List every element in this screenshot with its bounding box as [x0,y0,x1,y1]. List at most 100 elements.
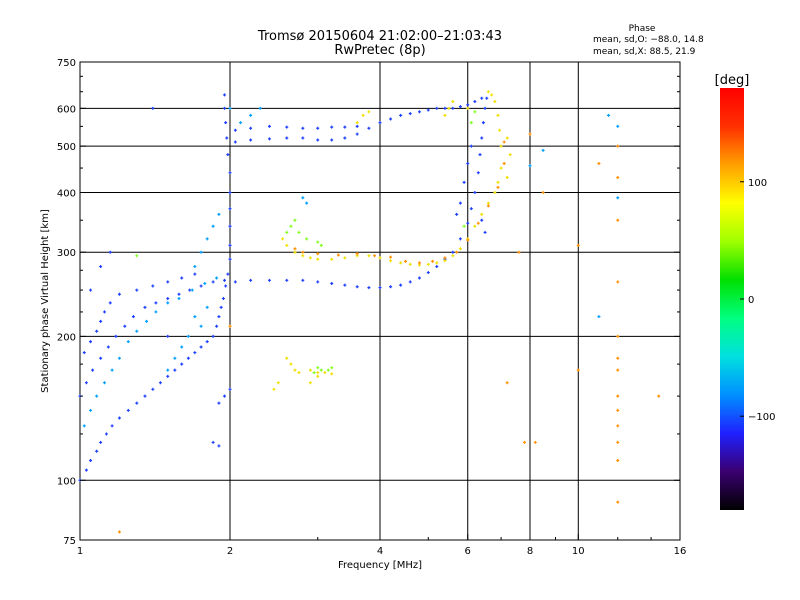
data-point [480,212,484,216]
data-point [289,224,293,228]
data-point [199,345,203,349]
data-point [426,262,430,266]
data-point [293,218,297,222]
data-point [223,394,227,398]
data-point [616,408,620,412]
data-point [123,324,127,328]
data-point [616,368,620,372]
data-point [616,124,620,128]
data-point [316,257,320,261]
y-tick-label: 500 [57,142,76,153]
data-point [316,371,320,375]
data-point [408,262,412,266]
data-point [224,284,228,288]
data-point [330,282,334,286]
data-point [199,250,203,254]
colorbar-tick-label: 0 [748,295,754,306]
data-point [249,138,253,142]
data-point [458,105,462,109]
data-point [499,166,503,170]
data-point [355,252,359,256]
y-tick-label: 75 [63,536,76,547]
data-point [481,121,485,125]
data-point [316,240,320,244]
data-point [505,175,509,179]
data-point [221,297,225,301]
data-point [399,261,403,265]
colorbar-ticks: 100 0 −100 [740,178,775,423]
data-point [466,106,470,110]
data-point [95,394,99,398]
data-point [323,371,327,375]
data-point [355,132,359,136]
chart-title: Tromsø 20150604 21:02:00–21:03:43 [257,29,502,44]
data-point [84,381,88,385]
data-point [239,121,243,125]
data-point [403,259,407,263]
data-point [312,371,316,375]
colorbar-tick-label: −100 [748,412,775,423]
data-point [616,280,620,284]
data-point [285,136,289,140]
data-point [267,137,271,141]
data-point [528,132,532,136]
data-point [597,315,601,319]
data-point [190,288,194,292]
data-point [82,424,86,428]
data-point [426,271,430,275]
data-point [215,324,219,328]
data-point [616,500,620,504]
data-point [466,161,470,165]
data-point [367,254,371,258]
data-point [451,106,455,110]
data-point [343,125,347,129]
data-point [267,124,271,128]
data-point [355,285,359,289]
data-point [316,252,320,256]
data-point [443,256,447,260]
data-point [117,292,121,296]
data-point [308,381,312,385]
data-point [177,292,181,296]
data-point [135,401,139,405]
data-point [367,110,371,114]
data-points [78,90,661,534]
data-point [95,329,99,333]
data-point [316,374,320,378]
data-point [215,276,219,280]
x-tick-label: 6 [465,546,471,557]
data-point [469,144,473,148]
data-point [281,237,285,241]
data-point [399,283,403,287]
data-point [301,196,305,200]
data-point [177,297,181,301]
y-axis-label: Stationary phase Virtual Height [km] [40,209,51,393]
data-point [607,113,611,117]
data-point [186,334,190,338]
data-point [117,530,121,534]
stats-heading: Phase [629,24,656,34]
data-point [458,247,462,251]
data-point [89,288,93,292]
data-point [480,96,484,100]
data-point [502,161,506,165]
data-point [173,368,177,372]
data-point [616,175,620,179]
data-point [166,368,170,372]
data-point [217,401,221,405]
colorbar-tick-label: 100 [748,178,767,189]
data-point [435,106,439,110]
data-point [89,408,93,412]
data-point [99,265,103,269]
data-point [211,334,215,338]
data-point [166,297,170,301]
data-point [616,218,620,222]
data-point [166,280,170,284]
data-point [378,256,382,260]
data-point [476,221,480,225]
data-point [326,368,330,372]
data-point [389,117,393,121]
y-tick-label: 600 [57,104,76,115]
data-point [285,278,289,282]
data-point [126,340,130,344]
